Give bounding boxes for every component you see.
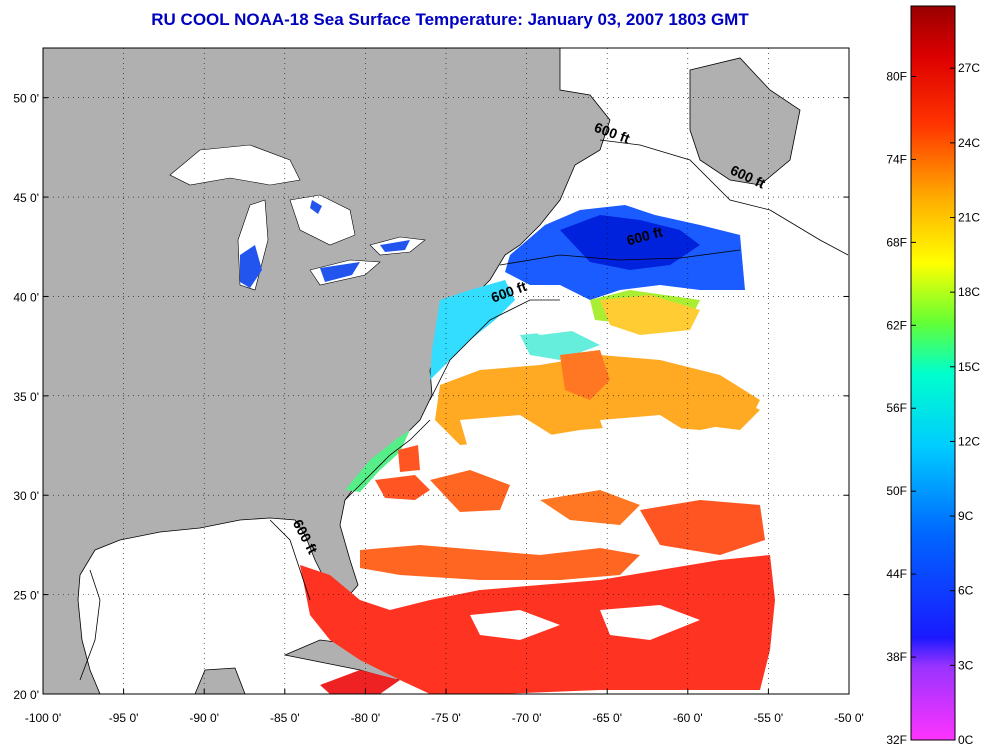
colorbar-label-fahrenheit: 62F [886, 318, 907, 332]
colorbar-label-fahrenheit: 56F [886, 401, 907, 415]
colorbar-label-fahrenheit: 32F [886, 733, 907, 747]
axis-tick-labels: -100 0' -95 0' -90 0' -85 0' -80 0' -75 0' -70… [13, 92, 863, 725]
colorbar-label-celsius: 6C [958, 584, 974, 598]
lat-tick-label: 50 0' [13, 92, 39, 106]
colorbar-label-celsius: 3C [958, 658, 974, 672]
lon-tick-label: -65 0' [592, 711, 622, 725]
colorbar-label-celsius: 27C [958, 61, 980, 75]
colorbar-labels: 0C 3C 6C 9C 12C 15C 18C 21C 24C 27C 32F 38F 44F 50F 56… [886, 61, 980, 747]
colorbar-label-fahrenheit: 38F [886, 650, 907, 664]
colorbar-label-celsius: 9C [958, 509, 974, 523]
colorbar [910, 5, 956, 741]
colorbar-label-fahrenheit: 74F [886, 152, 907, 166]
lon-tick-label: -70 0' [512, 711, 542, 725]
colorbar-label-fahrenheit: 68F [886, 235, 907, 249]
colorbar-label-celsius: 15C [958, 360, 980, 374]
lon-tick-label: -60 0' [673, 711, 703, 725]
colorbar-label-fahrenheit: 44F [886, 567, 907, 581]
lat-tick-label: 35 0' [13, 390, 39, 404]
lon-tick-label: -95 0' [109, 711, 139, 725]
great-lakes [169, 144, 426, 291]
map-title: RU COOL NOAA-18 Sea Surface Temperature:… [151, 10, 749, 29]
lon-tick-label: -100 0' [25, 711, 61, 725]
colorbar-label-fahrenheit: 80F [886, 69, 907, 83]
lon-tick-label: -55 0' [754, 711, 784, 725]
lon-tick-label: -80 0' [351, 711, 381, 725]
lon-tick-label: -50 0' [834, 711, 864, 725]
lon-tick-label: -85 0' [270, 711, 300, 725]
lat-tick-label: 30 0' [13, 489, 39, 503]
colorbar-label-celsius: 12C [958, 434, 980, 448]
colorbar-label-celsius: 18C [958, 285, 980, 299]
colorbar-label-celsius: 24C [958, 136, 980, 150]
lon-tick-label: -75 0' [431, 711, 461, 725]
colorbar-label-celsius: 0C [958, 733, 974, 747]
colorbar-label-fahrenheit: 50F [886, 484, 907, 498]
lat-tick-label: 40 0' [13, 290, 39, 304]
plot-frame [42, 47, 850, 695]
land-newfoundland [689, 57, 801, 186]
lat-tick-label: 25 0' [13, 589, 39, 603]
cloud-mask [380, 290, 700, 640]
lat-tick-label: 20 0' [13, 688, 39, 702]
lon-tick-label: -90 0' [189, 711, 219, 725]
lat-tick-label: 45 0' [13, 191, 39, 205]
colorbar-label-celsius: 21C [958, 210, 980, 224]
bathymetry-contour [79, 139, 849, 681]
